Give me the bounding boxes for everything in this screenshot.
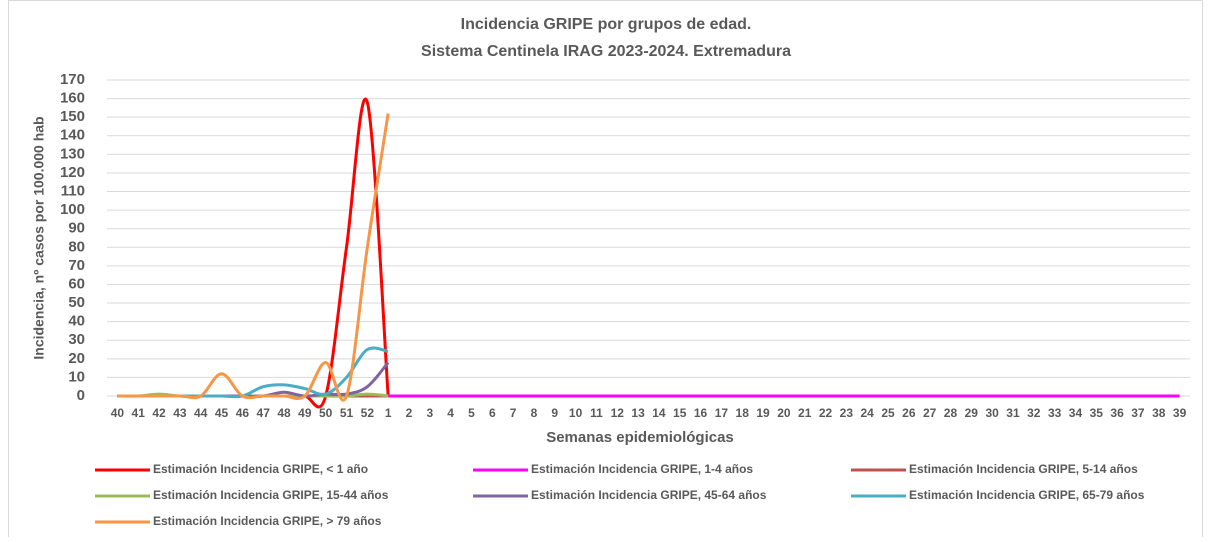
x-tick-label: 8 (531, 406, 538, 420)
x-tick-label: 21 (798, 406, 812, 420)
y-tick-label: 30 (68, 331, 85, 348)
x-tick-label: 16 (694, 406, 708, 420)
x-tick-label: 10 (569, 406, 583, 420)
x-tick-label: 30 (985, 406, 999, 420)
y-tick-label: 50 (68, 294, 85, 311)
x-tick-label: 34 (1069, 406, 1083, 420)
x-tick-label: 13 (631, 406, 645, 420)
legend-label: Estimación Incidencia GRIPE, 1-4 años (531, 462, 753, 476)
y-tick-label: 40 (68, 313, 85, 330)
y-tick-label: 130 (60, 145, 85, 162)
x-tick-label: 9 (551, 406, 558, 420)
x-tick-label: 36 (1110, 406, 1124, 420)
y-tick-label: 170 (60, 71, 85, 88)
y-tick-label: 20 (68, 350, 85, 367)
x-tick-label: 25 (881, 406, 895, 420)
x-tick-label: 45 (215, 406, 229, 420)
x-tick-label: 17 (715, 406, 729, 420)
x-tick-label: 32 (1027, 406, 1041, 420)
x-tick-label: 50 (319, 406, 333, 420)
x-tick-label: 3 (426, 406, 433, 420)
x-tick-label: 24 (861, 406, 875, 420)
legend-label: Estimación Incidencia GRIPE, 15-44 años (153, 488, 389, 502)
x-tick-label: 22 (819, 406, 833, 420)
x-tick-label: 52 (361, 406, 375, 420)
x-tick-label: 15 (673, 406, 687, 420)
x-tick-label: 39 (1173, 406, 1187, 420)
x-tick-label: 14 (652, 406, 666, 420)
x-tick-label: 1 (385, 406, 392, 420)
y-tick-label: 0 (77, 387, 85, 404)
legend-label: Estimación Incidencia GRIPE, 65-79 años (909, 488, 1145, 502)
legend-label: Estimación Incidencia GRIPE, 45-64 años (531, 488, 767, 502)
x-tick-label: 35 (1090, 406, 1104, 420)
x-tick-label: 5 (468, 406, 475, 420)
x-tick-label: 33 (1048, 406, 1062, 420)
x-tick-label: 47 (257, 406, 271, 420)
x-tick-label: 29 (965, 406, 979, 420)
x-tick-label: 48 (277, 406, 291, 420)
y-tick-label: 140 (60, 127, 85, 144)
legend-label: Estimación Incidencia GRIPE, < 1 año (153, 462, 368, 476)
legend-label: Estimación Incidencia GRIPE, > 79 años (153, 514, 382, 528)
y-tick-label: 90 (68, 220, 85, 237)
x-tick-label: 38 (1152, 406, 1166, 420)
x-tick-label: 49 (298, 406, 312, 420)
y-tick-label: 110 (61, 182, 85, 199)
x-tick-label: 41 (132, 406, 146, 420)
x-tick-label: 28 (944, 406, 958, 420)
series-line (117, 113, 390, 402)
chart-title: Incidencia GRIPE por grupos de edad. (461, 16, 752, 33)
x-tick-label: 11 (590, 406, 603, 420)
y-tick-label: 120 (60, 164, 85, 181)
series-line (117, 97, 390, 409)
legend-label: Estimación Incidencia GRIPE, 5-14 años (909, 462, 1138, 476)
y-axis-label: Incidencia, nº casos por 100.000 hab (31, 116, 47, 359)
y-tick-label: 10 (68, 368, 85, 385)
chart-border (8, 0, 1203, 542)
x-tick-label: 44 (194, 406, 208, 420)
x-tick-label: 7 (510, 406, 517, 420)
x-tick-label: 31 (1006, 406, 1020, 420)
x-tick-label: 4 (447, 406, 454, 420)
x-tick-label: 27 (923, 406, 937, 420)
x-tick-label: 42 (152, 406, 166, 420)
x-tick-label: 40 (111, 406, 125, 420)
x-tick-label: 43 (173, 406, 187, 420)
x-tick-label: 18 (736, 406, 750, 420)
x-tick-label: 26 (902, 406, 916, 420)
y-tick-label: 70 (68, 257, 85, 274)
x-tick-label: 6 (489, 406, 496, 420)
x-tick-label: 46 (236, 406, 250, 420)
x-tick-label: 51 (340, 406, 354, 420)
y-tick-label: 100 (60, 201, 85, 218)
x-tick-label: 12 (611, 406, 625, 420)
x-tick-label: 23 (840, 406, 854, 420)
x-tick-label: 19 (756, 406, 770, 420)
y-tick-label: 150 (60, 108, 85, 125)
x-axis-label: Semanas epidemiológicas (546, 429, 734, 446)
chart-subtitle: Sistema Centinela IRAG 2023-2024. Extrem… (421, 43, 791, 60)
y-tick-label: 160 (60, 90, 85, 107)
x-tick-label: 2 (406, 406, 413, 420)
x-tick-label: 37 (1131, 406, 1145, 420)
x-tick-label: 20 (777, 406, 791, 420)
y-tick-label: 80 (68, 238, 85, 255)
y-tick-label: 60 (68, 275, 85, 292)
